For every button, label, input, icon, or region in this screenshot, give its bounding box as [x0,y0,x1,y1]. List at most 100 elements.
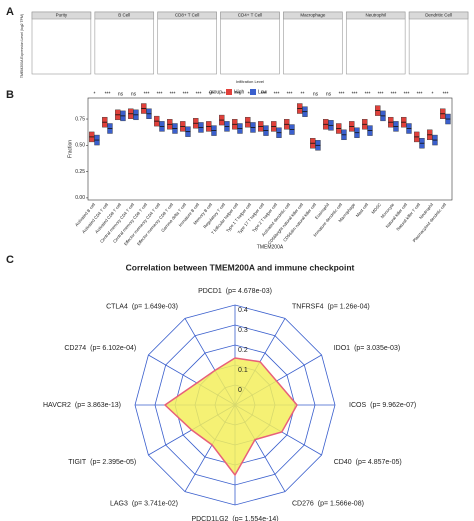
category-name: CD276 [292,501,314,508]
legend-title: group [209,89,222,95]
axis-label: CD274 (p= 6.102e-04) [64,345,136,352]
axis-label: CTLA4 (p= 1.649e-03) [106,303,178,310]
panel-frame [94,11,155,75]
panel-frame [31,11,92,75]
category-name: CD40 [334,459,352,466]
significance-label: ns [131,91,137,97]
panel-frame [157,11,217,75]
panel-label: B [6,89,14,101]
significance-label: * [432,91,434,97]
significance-label: ns [118,91,124,97]
significance-label: *** [287,91,293,97]
axis-label: CD276 (p= 1.566e-08) [292,501,364,508]
axis-label: ICOS (p= 9.962e-07) [349,402,416,409]
p-value: (p= 3.741e-02) [132,501,178,508]
panel-title: Purity [56,13,68,18]
panel-frame [345,11,406,75]
panel-strip [283,11,343,20]
axis-label: TIGIT (p= 2.395e-05) [68,459,136,466]
p-value: (p= 1.554e-14) [232,516,278,521]
x-tick-label: Mast cell [355,202,369,218]
r-tick-label: 0.3 [238,327,248,334]
significance-label: ** [301,91,305,97]
axis-label: PDCD1 (p= 4.678e-03) [198,288,272,295]
panel-title: Macrophage [300,13,326,18]
axis-label: CD40 (p= 4.857e-05) [334,459,402,466]
panel-title: CD4+ T Cell [238,13,262,18]
axis-label: TNFRSF4 (p= 1.26e-04) [292,303,370,310]
significance-label: *** [274,91,280,97]
significance-label: *** [352,91,358,97]
p-value: (p= 1.649e-03) [132,303,178,310]
p-value: (p= 3.035e-03) [354,345,400,352]
significance-label: *** [235,91,241,97]
r-tick-label: 0.2 [238,347,248,354]
x-axis-label: Infiltration Level [236,79,264,84]
radar-area [163,357,298,477]
panel-title: B Cell [118,13,130,18]
panel-title: Dendritic Cell [425,13,452,18]
category-name: TIGIT [68,459,87,466]
category-name: HAVCR2 [43,402,71,409]
panel-strip [220,11,280,20]
panel-label: C [6,254,14,266]
category-name: LAG3 [110,501,128,508]
panel-frame [220,11,280,75]
y-tick-label: 0.00 [75,195,85,201]
significance-label: * [94,91,96,97]
significance-label: *** [404,91,410,97]
y-axis-label: Fraction [67,140,73,158]
category-name: CD274 [64,345,86,352]
p-value: (p= 1.566e-08) [318,501,364,508]
legend-label: High [234,89,245,95]
chart-title: Correlation between TMEM200A and immune … [126,262,355,272]
r-tick-label: 0.1 [238,367,248,374]
panel-strip [345,11,406,20]
significance-label: *** [417,91,423,97]
y-tick-label: 0.75 [75,116,85,122]
significance-label: *** [144,91,150,97]
significance-label: *** [105,91,111,97]
panel-frame [408,11,469,75]
significance-label: ns [326,91,332,97]
panel-frame [283,11,343,75]
panel-title: CD8+ T Cell [175,13,199,18]
axis-label: PDCD1LG2 (p= 1.554e-14) [191,516,278,521]
panel-strip [94,11,155,20]
y-tick-label: 0.25 [75,169,85,175]
p-value: (p= 9.962e-07) [370,402,416,409]
category-name: PDCD1LG2 [191,516,228,521]
legend-swatch [226,89,232,95]
significance-label: *** [365,91,371,97]
panel-label: A [6,6,14,18]
p-value: (p= 3.863e-13) [75,402,121,409]
axis-label: IDO1 (p= 3.035e-03) [334,345,400,352]
panel-strip [31,11,92,20]
significance-label: *** [170,91,176,97]
significance-label: *** [209,91,215,97]
significance-label: *** [378,91,384,97]
p-value: (p= 4.857e-05) [356,459,402,466]
panel-strip [157,11,217,20]
panel-title: Neutrophil [365,13,386,18]
significance-label: *** [157,91,163,97]
category-name: CTLA4 [106,303,128,310]
y-axis-label: TMEM200A Expression Level (log2 TPM) [20,14,24,78]
p-value: (p= 1.26e-04) [328,303,370,310]
significance-label: *** [196,91,202,97]
p-value: (p= 2.395e-05) [90,459,136,466]
panel-strip [408,11,469,20]
significance-label: ns [313,91,319,97]
significance-label: *** [261,91,267,97]
significance-label: *** [222,91,228,97]
r-tick-label: 0.4 [238,307,248,314]
legend-swatch [250,89,256,95]
x-axis-label: TMEM200A [257,244,284,250]
category-name: IDO1 [334,345,350,352]
x-tick-label: MDSC [370,202,382,215]
y-tick-label: 0.50 [75,143,85,149]
category-name: PDCD1 [198,288,222,295]
plot-frame [87,97,453,201]
significance-label: *** [443,91,449,97]
category-name: ICOS [349,402,366,409]
